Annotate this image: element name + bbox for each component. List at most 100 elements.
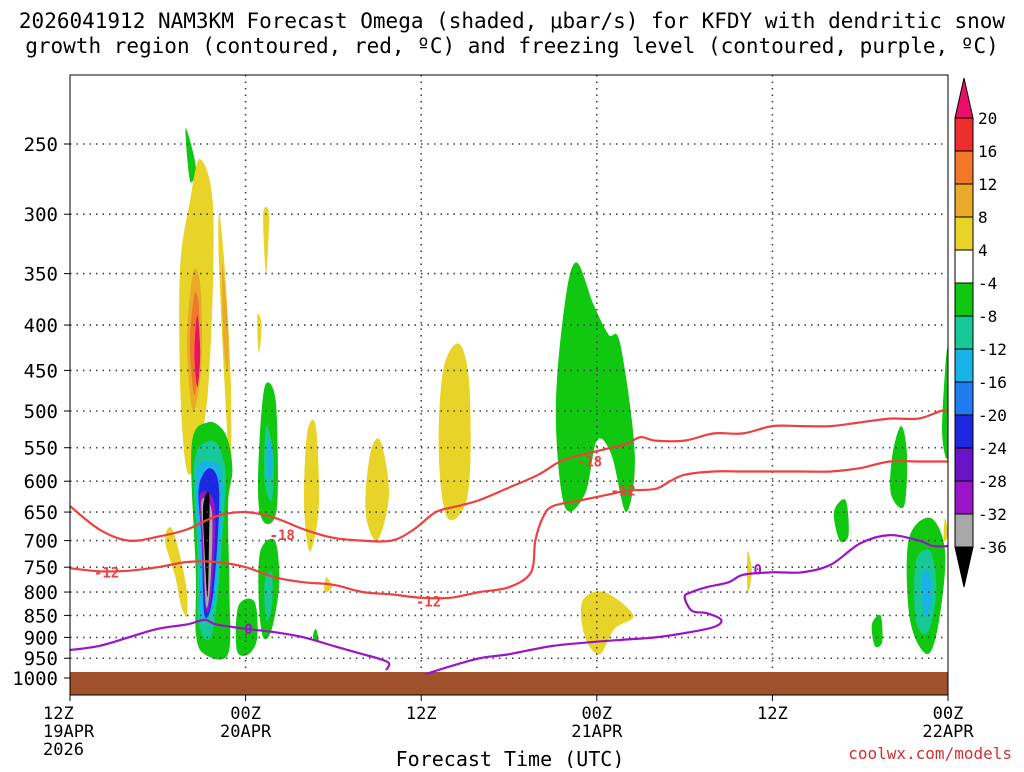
- x-tick-label-5-line-1: 22APR: [922, 722, 974, 742]
- colorbar-label-4: 4: [978, 241, 988, 260]
- colorbar-label-7: -12: [978, 340, 1007, 359]
- colorbar-bin-12: [954, 480, 974, 515]
- colorbar-label-8: -16: [978, 373, 1007, 392]
- y-tick-label-600: 600: [24, 471, 58, 493]
- y-tick-label-700: 700: [24, 531, 58, 553]
- colorbar-label-13: -36: [978, 538, 1007, 557]
- omega-shading-layer: [165, 128, 949, 660]
- omega-area-16: [202, 491, 210, 597]
- chart-title: 2026041912 NAM3KM Forecast Omega (shaded…: [19, 9, 1006, 58]
- omega-area-9: [165, 527, 188, 617]
- y-tick-label-300: 300: [24, 204, 58, 226]
- contour-label-4: -12: [610, 484, 635, 500]
- contour-label-2: -12: [94, 565, 119, 581]
- omega-area-24: [304, 419, 320, 552]
- x-tick-label-2-line-0: 12Z: [406, 704, 437, 724]
- contour-layer: -18 -18 -12 -12 -12 0 0: [69, 409, 949, 676]
- contour-label-1: -18: [270, 528, 295, 544]
- y-tick-label-1000: 1000: [12, 668, 58, 690]
- colorbar-label-3: 8: [978, 208, 988, 227]
- omega-area-32: [833, 499, 849, 543]
- omega-area-30: [746, 551, 752, 593]
- colorbar-label-10: -24: [978, 439, 1007, 458]
- omega-area-36: [921, 570, 933, 617]
- colorbar-bin-7: [954, 315, 974, 350]
- x-tick-label-0-line-1: 19APR: [43, 722, 95, 742]
- colorbar-bin-1: [954, 117, 974, 152]
- y-tick-label-800: 800: [24, 582, 58, 604]
- y-tick-label-350: 350: [24, 264, 58, 286]
- omega-area-26: [438, 343, 471, 521]
- omega-area-0: [185, 128, 196, 183]
- y-tick-label-900: 900: [24, 627, 58, 649]
- plot-border: [69, 74, 949, 696]
- y-tick-label-750: 750: [24, 557, 58, 579]
- omega-area-23: [312, 628, 319, 643]
- y-tick-label-850: 850: [24, 605, 58, 627]
- x-axis-label: Forecast Time (UTC): [396, 747, 625, 768]
- omega-area-28: [555, 262, 635, 513]
- colorbar-bin-11: [954, 447, 974, 482]
- y-axis-ticks: 2503003504004505005506006507007508008509…: [12, 134, 70, 690]
- y-tick-label-250: 250: [24, 134, 58, 156]
- contour-label-3: -12: [416, 595, 441, 611]
- y-tick-label-500: 500: [24, 401, 58, 423]
- site-credit: coolwx.com/models: [848, 744, 1012, 763]
- title-line-1: 2026041912 NAM3KM Forecast Omega (shaded…: [19, 9, 1006, 33]
- contour-line-2: [69, 459, 948, 600]
- omega-area-22: [235, 598, 258, 656]
- colorbar-label-12: -32: [978, 505, 1007, 524]
- y-tick-label-550: 550: [24, 438, 58, 460]
- contour-line-6: [425, 533, 949, 676]
- contour-line-5: [69, 618, 391, 671]
- y-tick-label-950: 950: [24, 648, 58, 670]
- colorbar-bin-9: [954, 381, 974, 416]
- title-line-2: growth region (contoured, red, ºC) and f…: [25, 34, 999, 58]
- colorbar-bottom-arrow: [954, 546, 974, 588]
- x-tick-label-0-line-0: 12Z: [43, 704, 74, 724]
- x-tick-label-3-line-0: 00Z: [581, 704, 612, 724]
- omega-area-7: [263, 206, 270, 274]
- colorbar-label-2: 12: [978, 175, 997, 194]
- omega-area-33: [871, 614, 883, 648]
- contour-line-0: [69, 409, 949, 543]
- colorbar-label-9: -20: [978, 406, 1007, 425]
- colorbar-bin-10: [954, 414, 974, 449]
- x-tick-label-4-line-0: 12Z: [757, 704, 788, 724]
- colorbar-top-arrow: [954, 77, 974, 119]
- ground-surface: [70, 672, 948, 695]
- colorbar-label-6: -8: [978, 307, 997, 326]
- colorbar-bin-8: [954, 348, 974, 383]
- omega-area-21: [264, 571, 273, 621]
- colorbar-label-1: 16: [978, 142, 997, 161]
- x-tick-label-1-line-0: 00Z: [230, 704, 261, 724]
- omega-area-6: [221, 262, 229, 371]
- x-tick-label-1-line-1: 20APR: [220, 722, 272, 742]
- colorbar-label-0: 20: [978, 109, 997, 128]
- colorbar-bin-5: [954, 249, 974, 284]
- omega-area-25: [365, 438, 390, 541]
- colorbar-bin-4: [954, 216, 974, 251]
- omega-area-4: [194, 315, 201, 388]
- colorbar-label-5: -4: [978, 274, 997, 293]
- colorbar-bin-2: [954, 150, 974, 185]
- colorbar-bin-13: [954, 513, 974, 548]
- x-tick-label-3-line-1: 21APR: [571, 722, 623, 742]
- omega-area-38: [943, 517, 949, 542]
- omega-area-29: [580, 591, 634, 655]
- x-tick-label-5-line-0: 00Z: [933, 704, 964, 724]
- contour-label-6: 0: [754, 563, 762, 579]
- colorbar-legend: 20 16 12 8 4 -4 -8 -12 -16 -20 -24 -28 -32 -36: [954, 77, 1007, 588]
- omega-area-19: [267, 439, 273, 479]
- contour-label-0: -18: [577, 454, 602, 470]
- x-tick-label-0-line-2: 2026: [43, 740, 84, 760]
- contour-label-5: 0: [244, 622, 252, 638]
- colorbar-label-11: -28: [978, 472, 1007, 491]
- omega-area-37: [942, 347, 949, 460]
- ground-layer: [70, 672, 948, 695]
- y-tick-label-450: 450: [24, 360, 58, 382]
- omega-area-31: [890, 426, 908, 509]
